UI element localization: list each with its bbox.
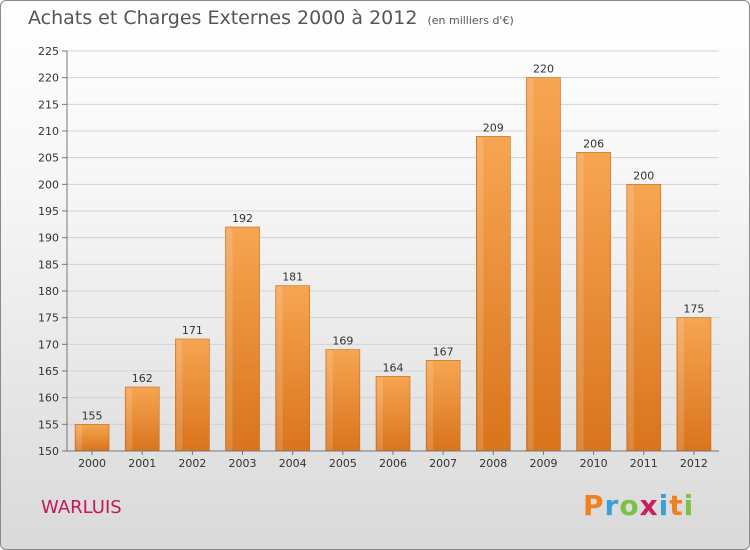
x-tick-label-2007: 2007 [429, 457, 457, 470]
x-tick-label-2005: 2005 [329, 457, 357, 470]
logo-letter: i [658, 489, 670, 522]
y-tick-label: 155 [38, 418, 59, 431]
value-label-2001: 162 [132, 372, 153, 385]
y-tick-label: 165 [38, 365, 59, 378]
chart-title: Achats et Charges Externes 2000 à 2012 [28, 7, 418, 29]
x-tick-label-2004: 2004 [279, 457, 307, 470]
y-tick-label: 200 [38, 178, 59, 191]
bar-2004 [275, 285, 310, 452]
y-tick-label: 195 [38, 205, 59, 218]
town-name: WARLUIS [41, 497, 122, 518]
bar-highlight [126, 388, 133, 450]
y-tick-label: 180 [38, 285, 59, 298]
bar-highlight [577, 153, 584, 451]
bar-highlight [326, 350, 333, 450]
bar-2011 [626, 184, 662, 452]
x-tick-label-2002: 2002 [178, 457, 206, 470]
value-label-2005: 169 [332, 335, 353, 348]
y-tick-label: 225 [38, 45, 59, 58]
x-tick-label-2001: 2001 [128, 457, 156, 470]
bar-2010 [576, 152, 611, 452]
bar-highlight [427, 361, 434, 450]
value-label-2006: 164 [383, 361, 404, 374]
x-tick-label-2008: 2008 [479, 457, 507, 470]
chart-title-group: Achats et Charges Externes 2000 à 2012 (e… [28, 7, 514, 29]
y-tick-label: 175 [38, 312, 59, 325]
x-tick-label-2010: 2010 [580, 457, 608, 470]
bar-2007 [425, 360, 461, 452]
value-label-2012: 175 [683, 303, 704, 316]
y-tick-label: 160 [38, 392, 59, 405]
proxiti-logo: Proxiti [583, 489, 694, 522]
y-tick-label: 190 [38, 232, 59, 245]
value-label-2002: 171 [182, 324, 203, 337]
x-tick-label-2009: 2009 [529, 457, 557, 470]
bar-2000 [74, 424, 110, 452]
y-tick-label: 220 [38, 72, 59, 85]
bar-highlight [176, 340, 183, 450]
bar-2005 [325, 349, 361, 452]
value-label-2010: 206 [583, 137, 604, 150]
x-tick-label-2011: 2011 [630, 457, 658, 470]
value-label-2011: 200 [633, 169, 654, 182]
value-label-2009: 220 [533, 63, 554, 76]
value-label-2004: 181 [282, 271, 303, 284]
bar-highlight [276, 286, 283, 450]
value-label-2000: 155 [82, 409, 103, 422]
logo-letter: x [639, 489, 659, 522]
y-tick-label: 185 [38, 258, 59, 271]
bar-2003 [225, 226, 260, 452]
value-label-2003: 192 [232, 212, 253, 225]
value-label-2008: 209 [483, 121, 504, 134]
bar-2002 [175, 338, 210, 452]
bar-2012 [676, 317, 712, 452]
y-tick-label: 170 [38, 338, 59, 351]
bar-highlight [377, 377, 383, 450]
logo-letter: P [583, 489, 605, 522]
logo-letter: r [604, 489, 620, 522]
x-tick-label-2000: 2000 [78, 457, 106, 470]
logo-letter: o [619, 489, 640, 522]
y-tick-label: 215 [38, 98, 59, 111]
y-axis: 150 155 160 165 170 175 180 185 190 195 200 205 210 2… [38, 45, 68, 458]
bar-highlight [477, 137, 484, 451]
y-tick-label: 150 [38, 445, 59, 458]
bar-highlight [226, 228, 233, 450]
x-tick-label-2003: 2003 [229, 457, 257, 470]
bar-2006 [375, 376, 411, 452]
bars: 155 162 171 192 181 169 164 167 209 220 206 200 175 [74, 63, 712, 452]
y-tick-label: 210 [38, 125, 59, 138]
bar-highlight [76, 425, 83, 450]
logo-letter: i [683, 489, 695, 522]
chart-subtitle: (en milliers d'€) [427, 14, 514, 27]
bar-2008 [476, 136, 511, 452]
x-tick-label-2006: 2006 [379, 457, 407, 470]
bar-highlight [627, 185, 634, 451]
x-axis: 2000 2001 2002 2003 2004 2005 2006 2007 2008 2009… [67, 450, 719, 470]
x-tick-label-2012: 2012 [680, 457, 708, 470]
y-tick-label: 205 [38, 152, 59, 165]
logo-letter: t [669, 489, 684, 522]
bar-highlight [527, 78, 534, 451]
bar-2009 [526, 77, 561, 452]
value-label-2007: 167 [433, 345, 454, 358]
bar-highlight [677, 318, 684, 450]
